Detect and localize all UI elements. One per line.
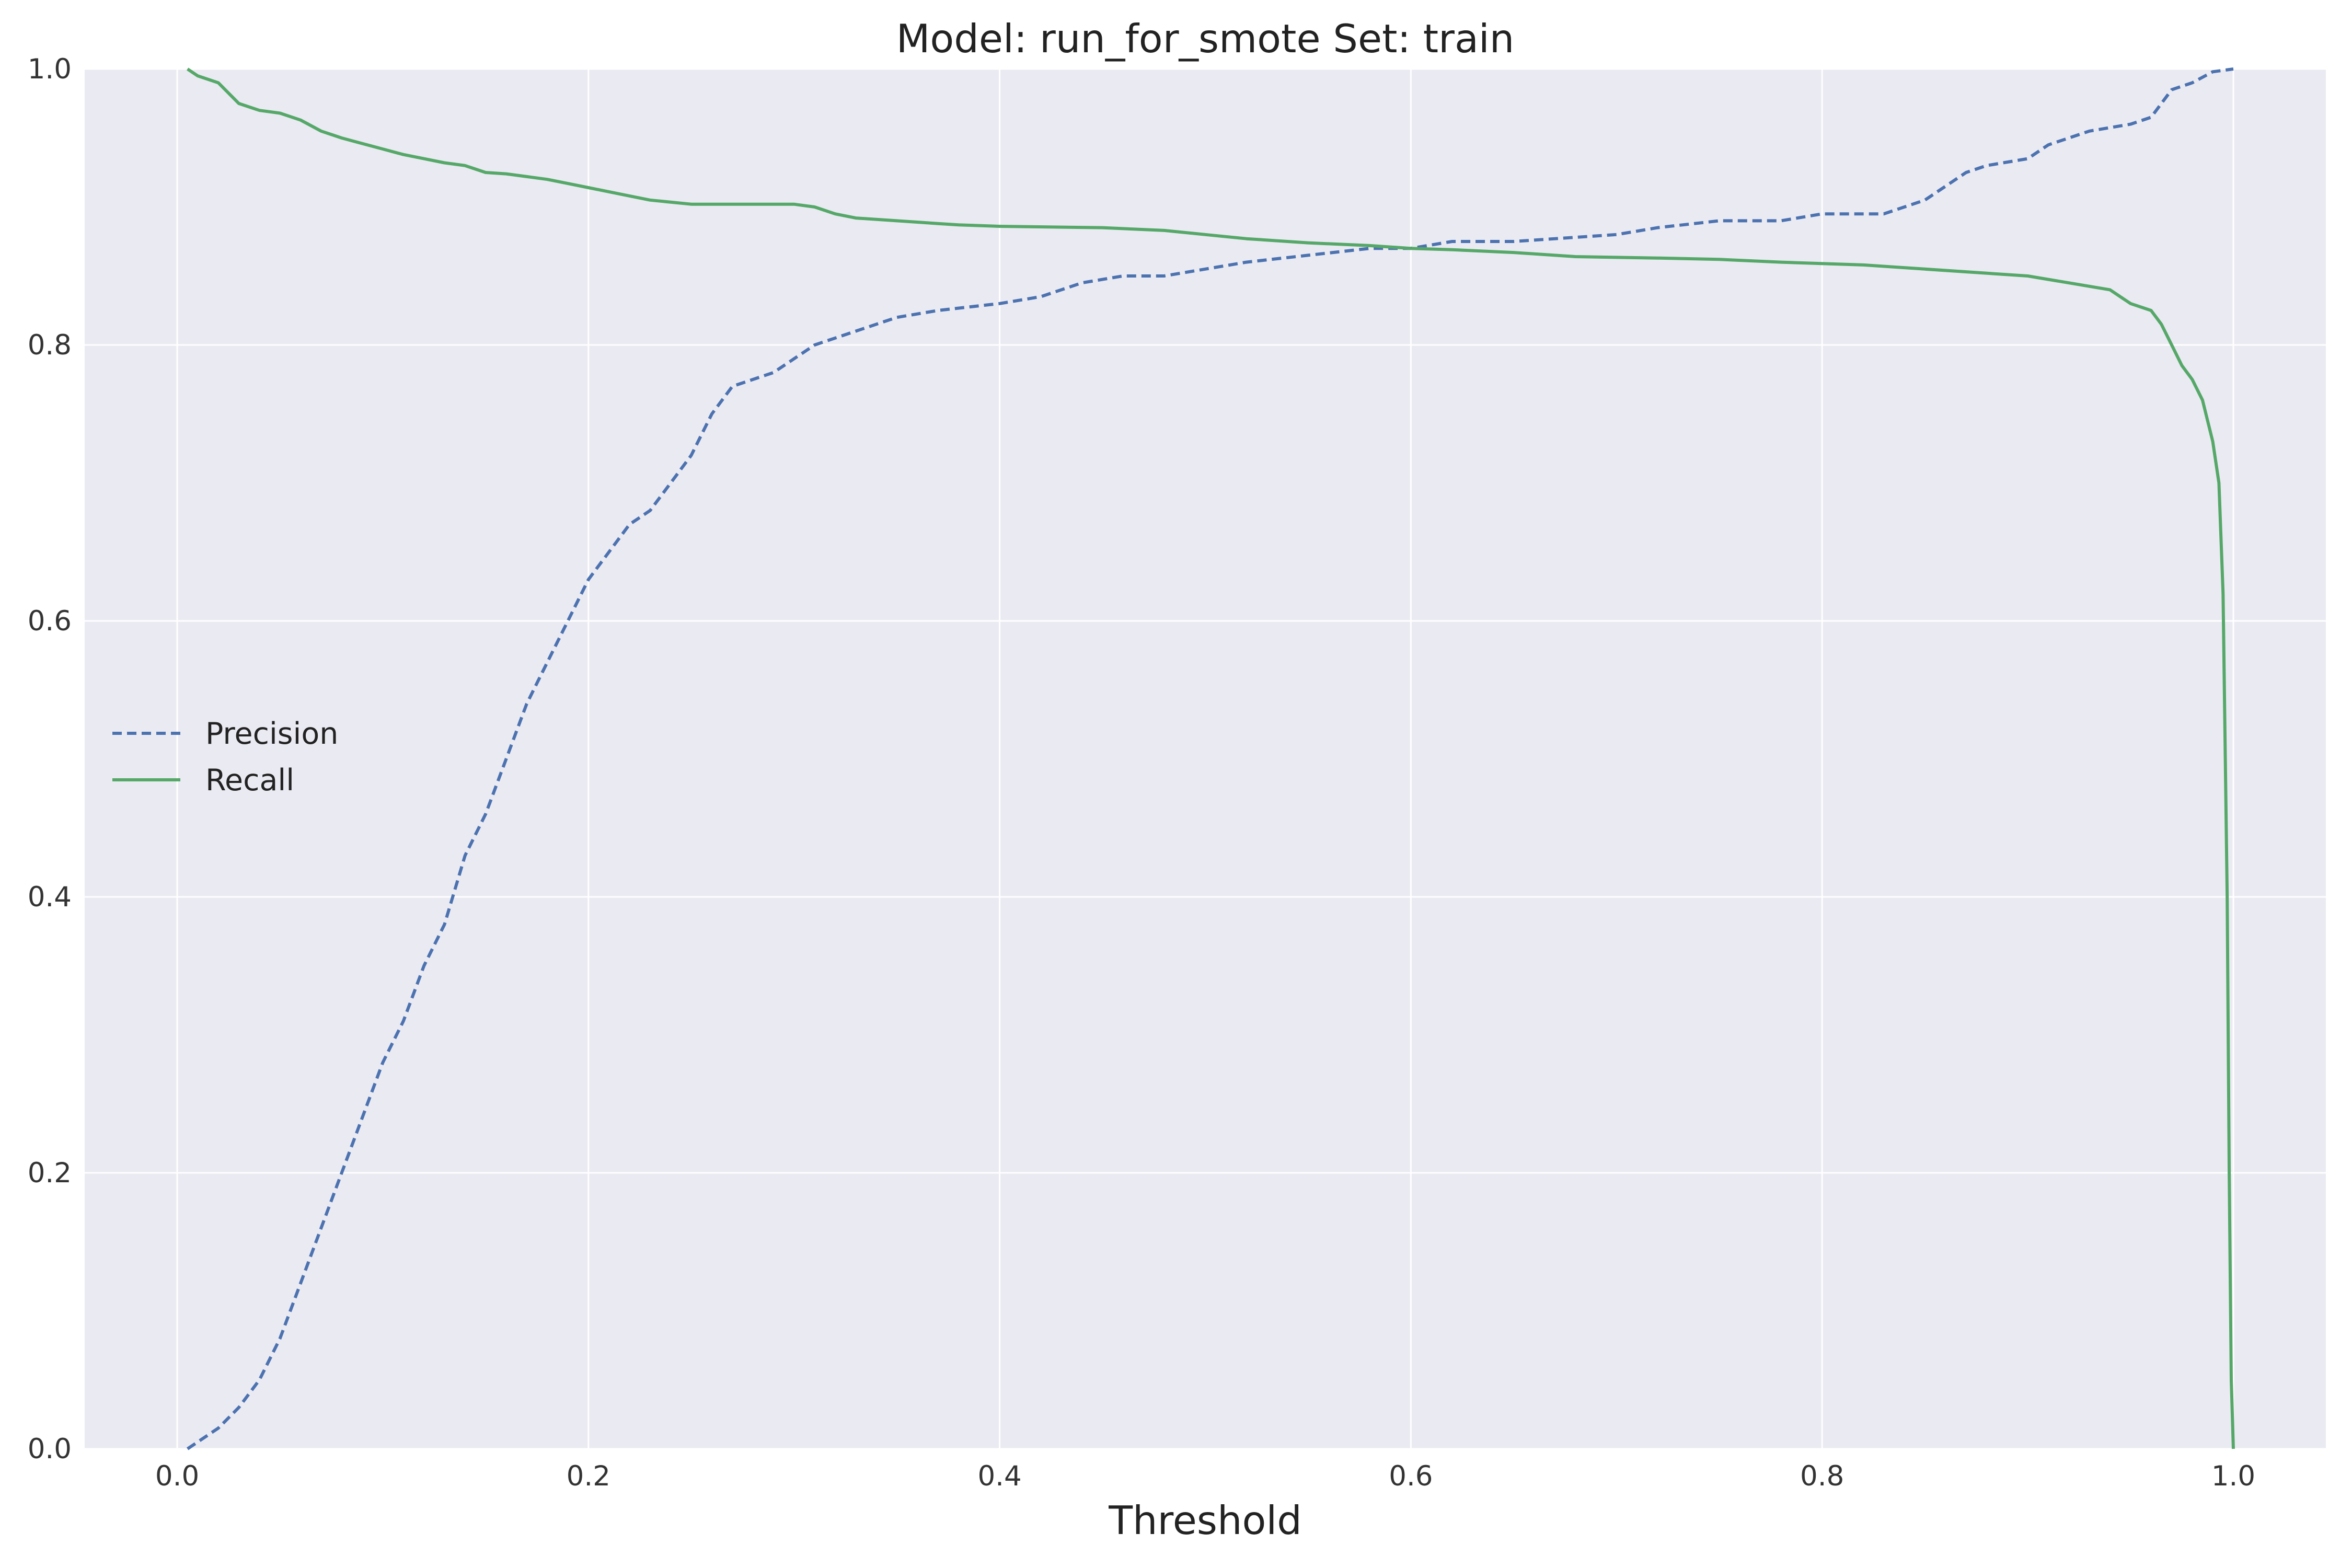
grid-lines	[85, 68, 2326, 1450]
x-tick-label: 1.0	[2211, 1460, 2255, 1492]
y-tick-label: 0.4	[28, 881, 72, 913]
legend-label-precision: Precision	[205, 717, 338, 751]
x-tick-label: 0.2	[567, 1460, 610, 1492]
ticks-layer: 0.0 0.2 0.4 0.6 0.8 1.0 0.0 0.2 0.4 0.6 0.8 1.0	[28, 53, 2255, 1492]
series-line-precision	[187, 67, 2234, 1450]
legend-label-recall: Recall	[205, 763, 294, 798]
x-tick-label: 0.0	[155, 1460, 199, 1492]
y-tick-label: 1.0	[28, 53, 72, 85]
y-tick-label: 0.6	[28, 605, 72, 637]
series-line-recall	[187, 67, 2235, 1449]
y-tick-label: 0.2	[28, 1157, 72, 1189]
series-layer	[187, 67, 2235, 1450]
chart-title: Model: run_for_smote Set: train	[896, 16, 1515, 62]
y-tick-label: 0.0	[28, 1433, 72, 1465]
legend: Precision Recall	[112, 717, 338, 798]
x-tick-label: 0.6	[1389, 1460, 1433, 1492]
x-tick-label: 0.4	[977, 1460, 1021, 1492]
x-tick-label: 0.8	[1800, 1460, 1844, 1492]
plot-area	[85, 69, 2326, 1449]
y-tick-label: 0.8	[28, 329, 72, 361]
x-axis-label: Threshold	[1108, 1497, 1302, 1543]
